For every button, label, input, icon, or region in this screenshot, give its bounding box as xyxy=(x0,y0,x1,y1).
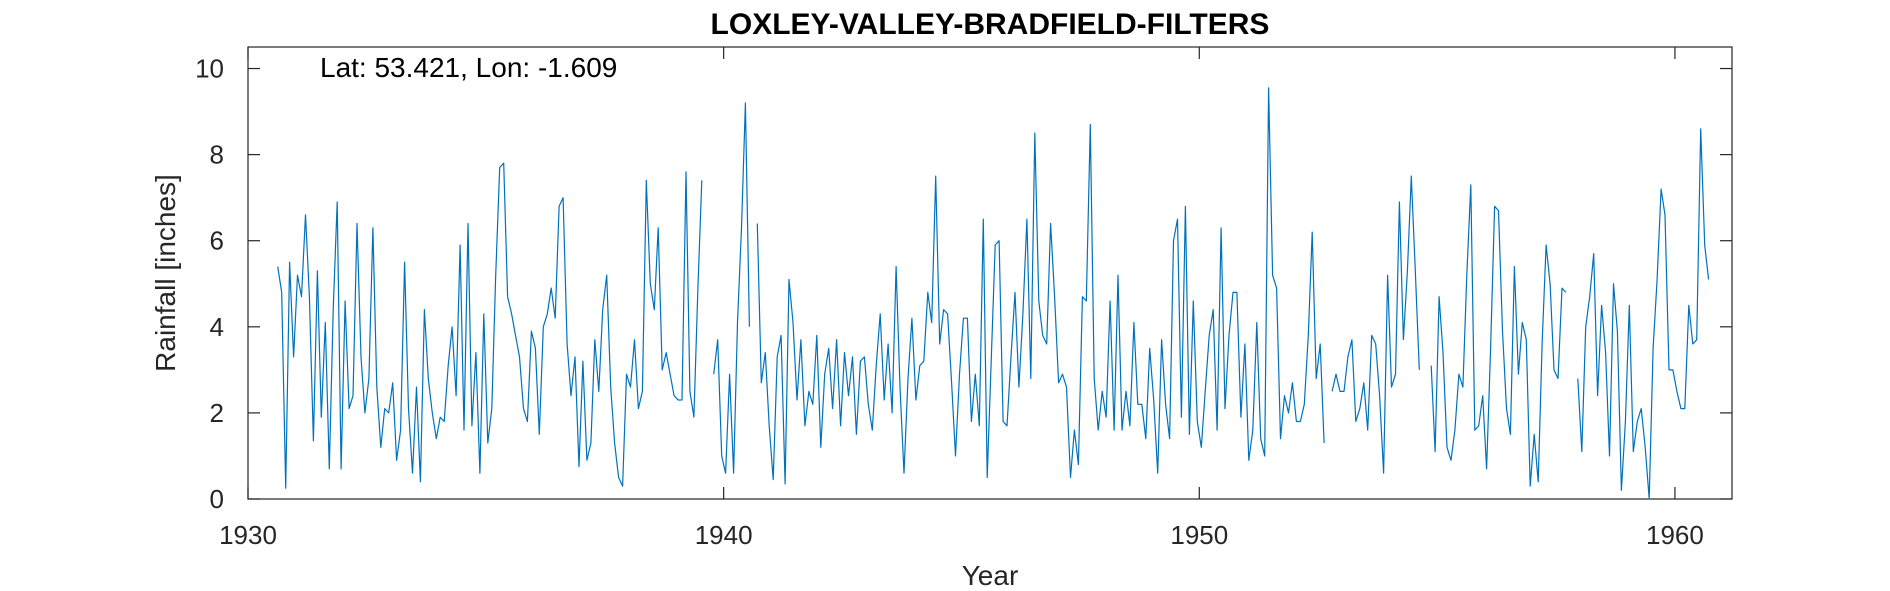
location-annotation: Lat: 53.421, Lon: -1.609 xyxy=(320,52,617,83)
y-tick-label: 8 xyxy=(210,140,224,170)
chart-title: LOXLEY-VALLEY-BRADFIELD-FILTERS xyxy=(711,8,1270,41)
y-tick-label: 0 xyxy=(210,484,224,514)
x-tick-label: 1950 xyxy=(1170,520,1228,550)
x-axis-label: Year xyxy=(962,560,1019,591)
y-tick-label: 10 xyxy=(195,54,224,84)
x-axis-ticks: 1930 1940 1950 1960 xyxy=(219,47,1704,550)
x-tick-label: 1940 xyxy=(695,520,753,550)
x-tick-label: 1960 xyxy=(1646,520,1704,550)
y-tick-label: 6 xyxy=(210,226,224,256)
x-tick-label: 1930 xyxy=(219,520,277,550)
y-axis-ticks: 0 2 4 6 8 10 xyxy=(195,54,1732,514)
y-tick-label: 4 xyxy=(210,312,224,342)
rainfall-series-line xyxy=(277,87,1710,500)
y-tick-label: 2 xyxy=(210,398,224,428)
y-axis-label: Rainfall [inches] xyxy=(150,174,181,372)
